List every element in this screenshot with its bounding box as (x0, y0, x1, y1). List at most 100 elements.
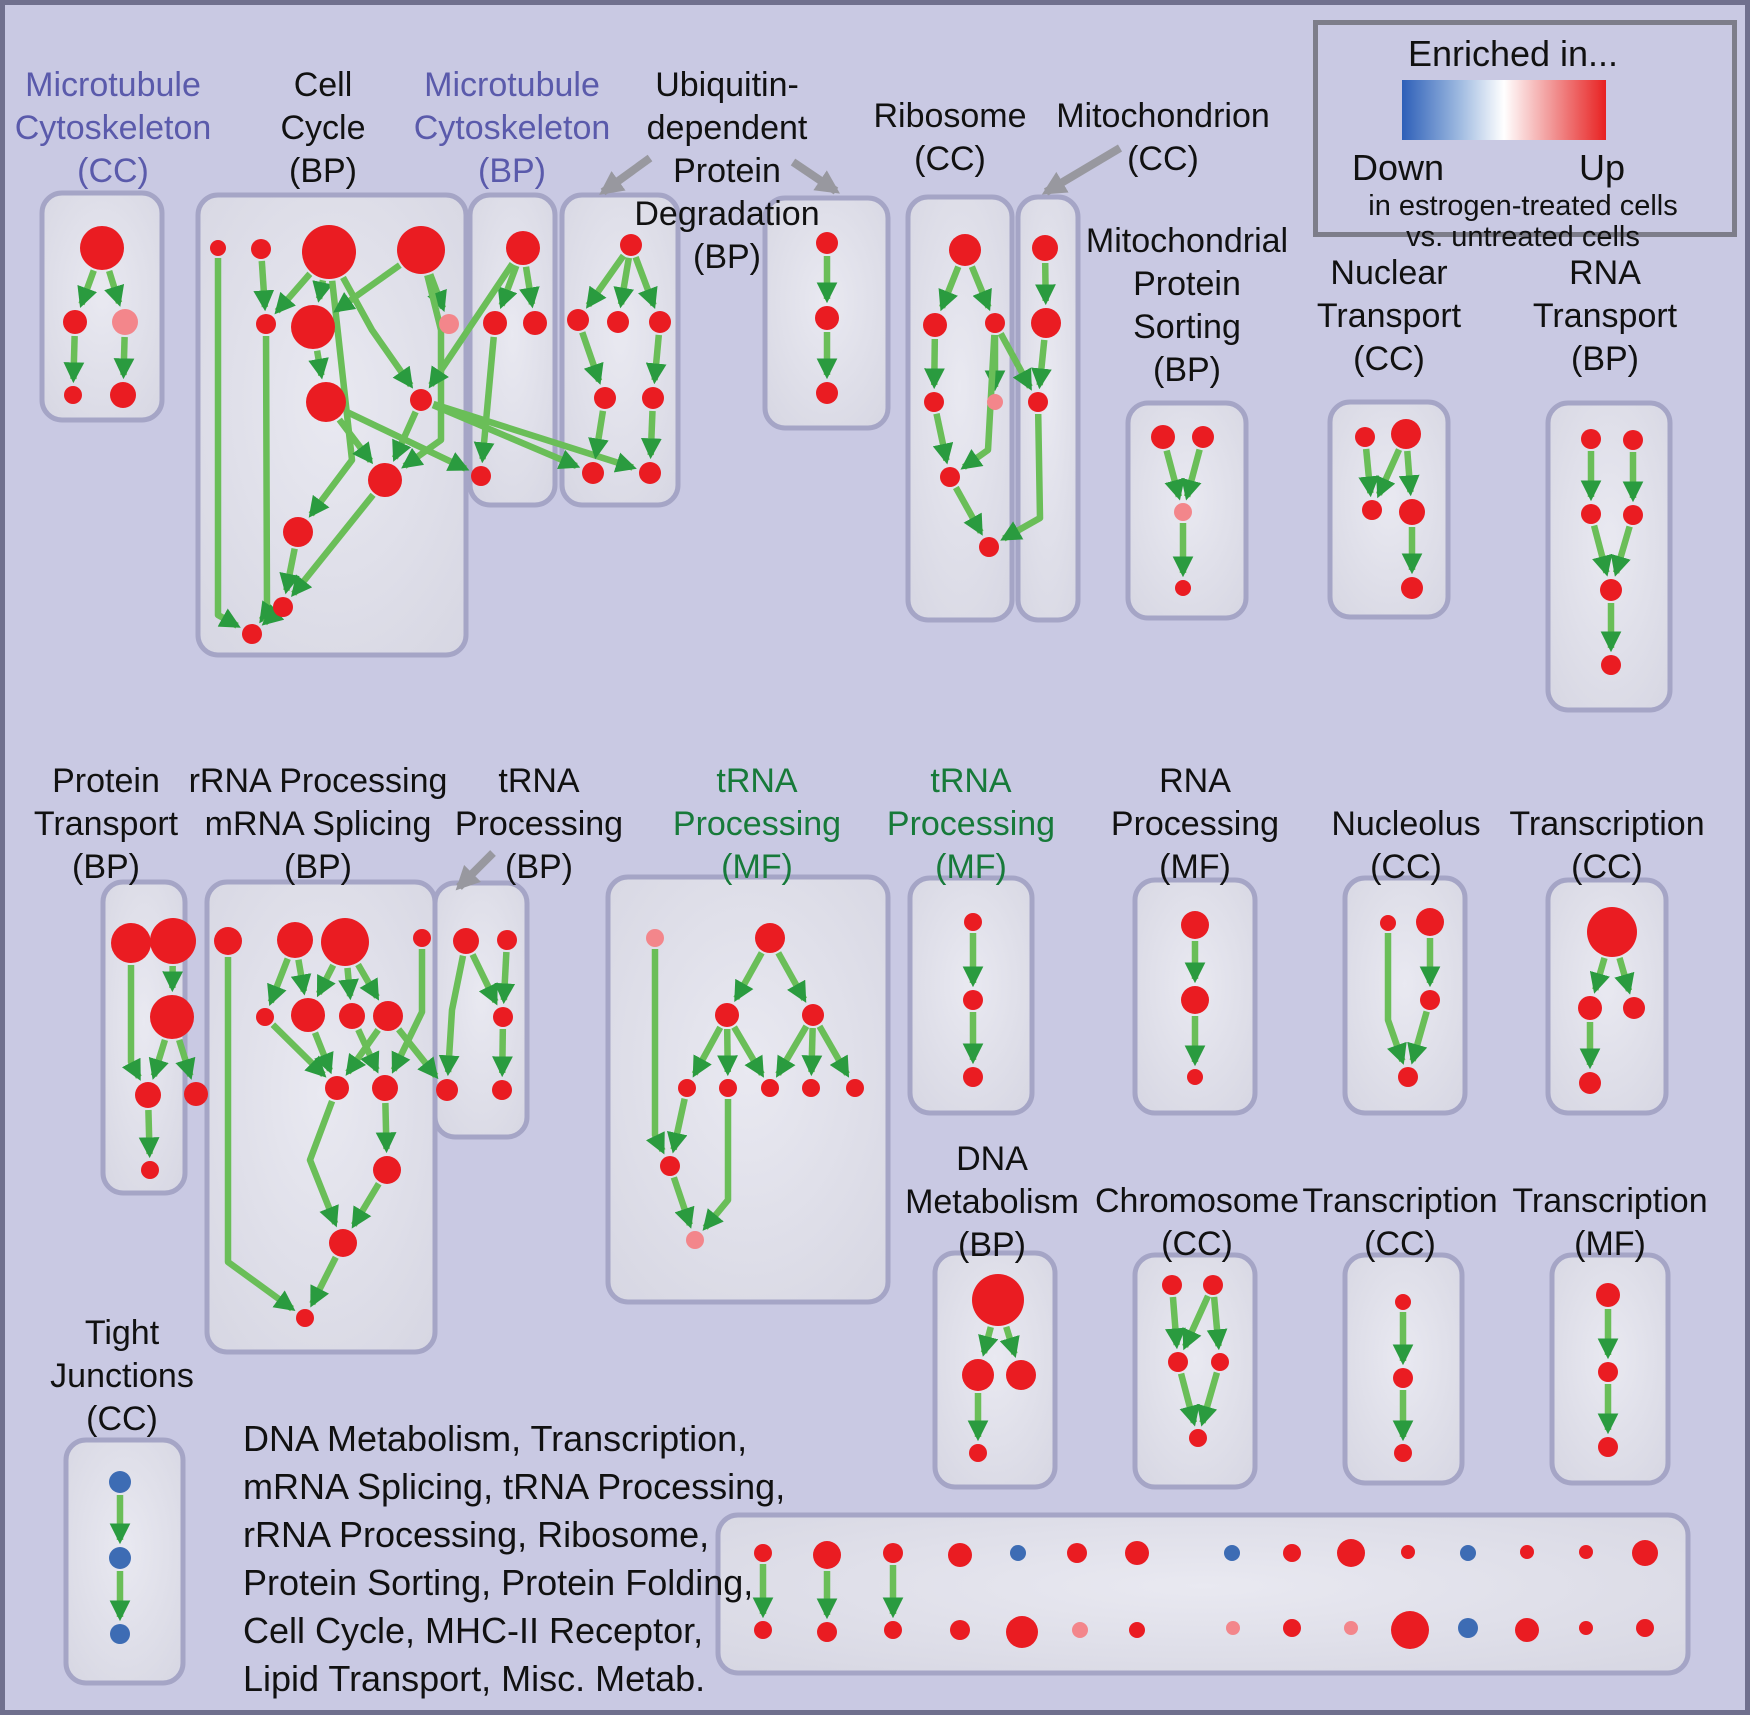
go-term-node (594, 387, 616, 409)
edge-arrow (290, 959, 312, 996)
cluster-label-mitochondrion: Mitochondrion (CC) (1056, 95, 1270, 181)
go-term-node (1203, 1275, 1223, 1295)
cluster-label-line: (CC) (86, 1400, 158, 1438)
edge-arrow (801, 1027, 823, 1077)
cluster-label-line: Microtubule (25, 66, 201, 104)
edge-arrow (308, 350, 329, 380)
go-term-node (815, 306, 839, 330)
merged-clusters-text-line: Lipid Transport, Misc. Metab. (243, 1658, 706, 1699)
cluster-label-line: (MF) (935, 848, 1007, 886)
go-term-node (884, 1621, 902, 1639)
go-term-node (963, 990, 983, 1010)
go-term-node (1623, 430, 1643, 450)
go-term-node (1598, 1437, 1618, 1457)
edge-arrow (1589, 957, 1610, 994)
edge-arrow (1182, 1294, 1211, 1351)
go-term-node (1600, 579, 1622, 601)
edge-arrow (138, 1109, 160, 1159)
cluster-label-line: Protein (673, 152, 781, 190)
cluster-label-line: mRNA Splicing (204, 805, 432, 843)
cluster-box (1327, 399, 1451, 620)
cluster-label-line: (MF) (1574, 1225, 1646, 1263)
go-term-node (373, 1156, 401, 1184)
cluster-label-line: (CC) (1353, 340, 1425, 378)
go-term-node (214, 927, 242, 955)
go-term-node (436, 1079, 458, 1101)
go-term-node (987, 394, 1003, 410)
go-term-node (256, 314, 276, 334)
cluster-label-line: Protein (1133, 265, 1241, 303)
edge-arrow (1358, 448, 1380, 498)
go-term-node (969, 1444, 987, 1462)
go-term-node (141, 1161, 159, 1179)
edge-arrow (613, 257, 635, 309)
cluster-label-mito-sorting: Mitochondrial Protein Sorting (BP) (1086, 220, 1288, 392)
edge-arrow (579, 331, 604, 385)
edge-arrow (279, 548, 300, 595)
edge-arrow (224, 957, 296, 1312)
edge-arrow (733, 951, 765, 1003)
cluster-label-line: (BP) (71, 848, 140, 886)
go-term-node (471, 466, 491, 486)
go-term-node (924, 392, 944, 412)
edge-arrow (214, 258, 241, 629)
go-term-node (497, 930, 517, 950)
go-term-node (985, 313, 1005, 333)
edge-arrow (519, 266, 540, 309)
go-term-node (1601, 655, 1621, 675)
go-term-node (150, 918, 196, 964)
edge-arrow (997, 331, 1033, 391)
legend-subtitle-line2: vs. untreated cells (1406, 221, 1640, 253)
go-term-node (642, 387, 664, 409)
edge-arrow (999, 1325, 1020, 1358)
go-term-node (949, 234, 981, 266)
annotation-arrow (455, 850, 496, 891)
go-term-node (940, 467, 960, 487)
cluster-label-line: (MF) (721, 848, 793, 886)
cluster-label-line: Metabolism (905, 1183, 1079, 1221)
merged-clusters-text-line: rRNA Processing, Ribosome, (243, 1514, 710, 1555)
go-term-node (453, 928, 479, 954)
edge-arrow (1590, 524, 1613, 577)
edge-arrow (333, 262, 402, 313)
go-term-node (1393, 1368, 1413, 1388)
cluster-label-line: Nuclear (1330, 254, 1448, 292)
go-term-node (1181, 911, 1209, 939)
edge-arrow (306, 1099, 339, 1228)
annotation-arrow (599, 154, 653, 196)
edge-arrow (1197, 1371, 1221, 1427)
edge-arrow (113, 336, 135, 380)
edge-arrow (1177, 1372, 1200, 1427)
go-term-node (1515, 1618, 1539, 1642)
cluster-box (1132, 1252, 1258, 1490)
cluster-label-line: (BP) (477, 152, 546, 190)
cluster-label-line: Sorting (1133, 308, 1241, 346)
go-term-node (639, 462, 661, 484)
go-term-node (761, 1079, 779, 1097)
cluster-label-line: Mitochondrial (1085, 222, 1289, 260)
edge-arrow (1375, 448, 1403, 499)
edge-arrow (121, 965, 142, 1081)
cluster-label-line: Cytoskeleton (14, 109, 212, 147)
cluster-label-trna-mf-small: tRNA Processing (MF) (887, 760, 1055, 889)
go-term-node (950, 1620, 970, 1640)
go-term-node (979, 537, 999, 557)
cluster-label-transcription-cc-mid: Transcription (CC) (1509, 803, 1704, 889)
go-term-node (291, 998, 325, 1032)
cluster-label-line: Transport (1316, 297, 1462, 335)
cluster-label-line: Transcription (1512, 1182, 1708, 1220)
merged-clusters-text-line: DNA Metabolism, Transcription, (243, 1418, 748, 1459)
go-term-node (660, 1156, 680, 1176)
go-term-node (755, 923, 785, 953)
edge-arrow (469, 953, 499, 1006)
cluster-label-line: (BP) (504, 848, 573, 886)
go-term-node (964, 913, 982, 931)
merged-clusters-text-line: mRNA Splicing, tRNA Processing, (243, 1466, 786, 1507)
cluster-box (932, 1250, 1058, 1490)
cluster-label-line: rRNA Processing (188, 762, 448, 800)
cluster-box (1545, 877, 1669, 1116)
go-term-node (1181, 986, 1209, 1014)
go-term-node (1520, 1545, 1534, 1559)
edge-arrow (816, 1024, 850, 1078)
go-term-node (1174, 503, 1192, 521)
